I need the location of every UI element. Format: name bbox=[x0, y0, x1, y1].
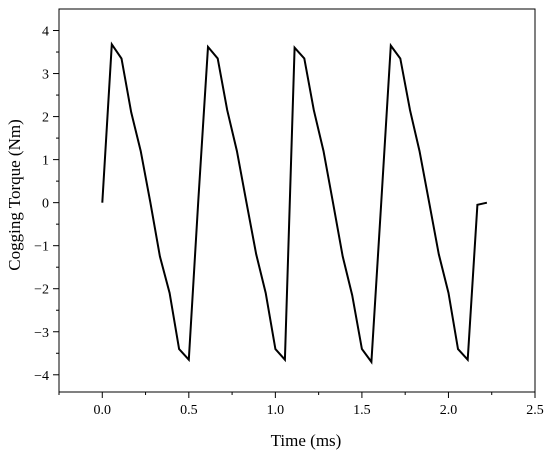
y-tick-label: −4 bbox=[34, 369, 49, 384]
y-axis-title: Cogging Torque (Nm) bbox=[5, 119, 24, 270]
y-tick-label: 3 bbox=[42, 68, 49, 83]
x-axis-title: Time (ms) bbox=[271, 431, 342, 450]
y-tick-label: 0 bbox=[42, 197, 49, 212]
x-tick-label: 2.5 bbox=[526, 403, 544, 418]
x-tick-label: 0.0 bbox=[94, 403, 112, 418]
x-tick-label: 2.0 bbox=[440, 403, 458, 418]
y-tick-label: −3 bbox=[34, 326, 49, 341]
y-tick-label: 1 bbox=[42, 154, 49, 169]
x-tick-label: 1.5 bbox=[353, 403, 371, 418]
x-tick-label: 0.5 bbox=[180, 403, 198, 418]
y-tick-label: −2 bbox=[34, 283, 49, 298]
y-tick-label: 4 bbox=[42, 25, 49, 40]
plot-area: 0.0 0.5 1.0 1.5 2.0 2.5 −4 −3 −2 −1 0 1 2 3 4 bbox=[34, 8, 544, 418]
torque-series-line bbox=[101, 41, 488, 365]
y-tick-label: 2 bbox=[42, 111, 49, 126]
y-tick-label: −1 bbox=[34, 240, 49, 255]
plot-frame bbox=[58, 8, 536, 393]
x-tick-label: 1.0 bbox=[267, 403, 285, 418]
